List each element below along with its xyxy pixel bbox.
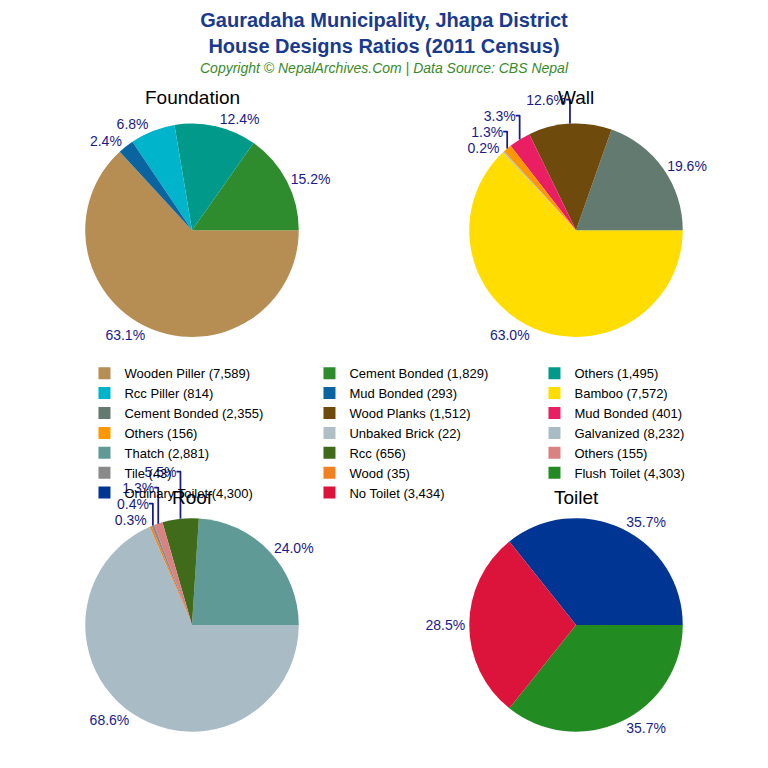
svg-text:63.0%: 63.0% <box>490 327 530 343</box>
svg-text:Copyright © NepalArchives.Com: Copyright © NepalArchives.Com | Data Sou… <box>200 60 569 76</box>
svg-text:12.4%: 12.4% <box>220 111 260 127</box>
svg-text:35.7%: 35.7% <box>626 720 666 736</box>
svg-text:Wall: Wall <box>558 87 594 108</box>
svg-text:Galvanized (8,232): Galvanized (8,232) <box>574 426 684 441</box>
svg-text:0.3%: 0.3% <box>115 512 147 528</box>
svg-text:Foundation: Foundation <box>145 87 240 108</box>
svg-text:Unbaked Brick (22): Unbaked Brick (22) <box>349 426 460 441</box>
svg-text:Bamboo (7,572): Bamboo (7,572) <box>574 386 667 401</box>
svg-text:0.2%: 0.2% <box>467 140 499 156</box>
svg-text:Wood Planks (1,512): Wood Planks (1,512) <box>349 406 470 421</box>
svg-text:Mud Bonded (401): Mud Bonded (401) <box>574 406 682 421</box>
svg-text:3.3%: 3.3% <box>484 108 516 124</box>
svg-text:Others (156): Others (156) <box>124 426 197 441</box>
svg-text:Rcc Piller (814): Rcc Piller (814) <box>124 386 213 401</box>
svg-text:Mud Bonded (293): Mud Bonded (293) <box>349 386 457 401</box>
svg-text:24.0%: 24.0% <box>274 540 314 556</box>
svg-text:6.8%: 6.8% <box>117 116 149 132</box>
svg-text:1.3%: 1.3% <box>471 124 503 140</box>
svg-text:Rcc (656): Rcc (656) <box>349 446 405 461</box>
svg-text:No Toilet (3,434): No Toilet (3,434) <box>349 486 444 501</box>
svg-text:12.6%: 12.6% <box>526 92 566 108</box>
svg-text:Cement Bonded (1,829): Cement Bonded (1,829) <box>349 366 488 381</box>
svg-text:15.2%: 15.2% <box>291 171 331 187</box>
svg-text:63.1%: 63.1% <box>105 327 145 343</box>
svg-text:Wooden Piller (7,589): Wooden Piller (7,589) <box>124 366 250 381</box>
svg-text:68.6%: 68.6% <box>90 712 130 728</box>
svg-text:0.4%: 0.4% <box>117 495 149 512</box>
svg-text:Cement Bonded (2,355): Cement Bonded (2,355) <box>124 406 263 421</box>
svg-text:Roof: Roof <box>172 487 213 508</box>
svg-text:28.5%: 28.5% <box>426 617 466 633</box>
svg-text:Others (155): Others (155) <box>574 446 647 461</box>
svg-text:Toilet: Toilet <box>554 487 599 508</box>
svg-text:Gauradaha Municipality, Jhapa: Gauradaha Municipality, Jhapa DistrictHo… <box>200 9 568 57</box>
svg-text:Tile (43): Tile (43) <box>124 466 171 481</box>
svg-text:35.7%: 35.7% <box>626 514 666 530</box>
svg-text:Flush Toilet (4,303): Flush Toilet (4,303) <box>574 466 684 481</box>
svg-text:Ordinary Toilet (4,300): Ordinary Toilet (4,300) <box>124 486 252 501</box>
svg-text:Wood (35): Wood (35) <box>349 466 409 481</box>
svg-text:Thatch (2,881): Thatch (2,881) <box>124 446 209 461</box>
svg-text:Others (1,495): Others (1,495) <box>574 366 658 381</box>
svg-text:2.4%: 2.4% <box>90 133 122 149</box>
svg-text:19.6%: 19.6% <box>667 158 707 174</box>
